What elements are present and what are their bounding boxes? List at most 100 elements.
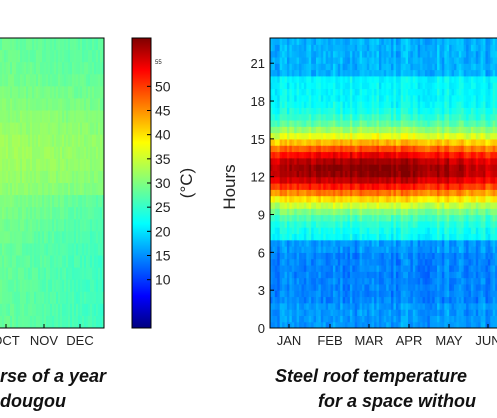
right-heatmap-cell: [444, 44, 448, 52]
left-heatmap-cell: [70, 50, 73, 63]
right-heatmap-cell: [320, 258, 324, 266]
right-heatmap-cell: [366, 94, 370, 102]
right-heatmap-cell: [345, 290, 349, 298]
right-heatmap-cell: [444, 138, 448, 146]
left-heatmap-cell: [14, 303, 17, 317]
right-heatmap-cell: [337, 321, 341, 328]
left-heatmap-cell: [68, 62, 71, 75]
left-heatmap-cell: [70, 267, 73, 281]
right-heatmap-cell: [412, 220, 416, 228]
left-heatmap-cell: [12, 315, 15, 328]
right-heatmap-cell: [451, 302, 455, 310]
right-heatmap-cell: [318, 283, 322, 291]
right-heatmap-cell: [335, 138, 339, 146]
right-heatmap-cell: [354, 195, 358, 203]
left-heatmap-cell: [56, 98, 59, 112]
right-heatmap-cell: [352, 56, 356, 64]
right-heatmap-cell: [415, 271, 419, 279]
right-heatmap-cell: [383, 252, 387, 260]
right-heatmap-cell: [364, 138, 368, 146]
left-heatmap-cell: [62, 50, 65, 63]
right-heatmap-cell: [444, 88, 448, 96]
right-heatmap-cell: [441, 176, 445, 184]
right-heatmap-cell: [386, 138, 390, 146]
right-heatmap-cell: [449, 321, 453, 328]
left-heatmap-cell: [66, 315, 69, 328]
right-heatmap-cell: [434, 75, 438, 83]
right-heatmap-cell: [420, 113, 424, 121]
left-heatmap-cell: [34, 267, 37, 281]
right-heatmap-cell: [434, 258, 438, 266]
right-heatmap-cell: [400, 283, 404, 291]
right-heatmap-cell: [354, 44, 358, 52]
left-heatmap-cell: [86, 183, 89, 196]
right-heatmap-cell: [316, 101, 320, 108]
left-heatmap-cell: [20, 62, 23, 75]
right-heatmap-cell: [349, 315, 353, 323]
right-heatmap-cell: [429, 119, 433, 127]
colorbar-tick-label: 10: [155, 272, 171, 288]
right-heatmap-cell: [429, 88, 433, 96]
right-heatmap-cell: [318, 239, 322, 247]
left-heatmap-cell: [4, 50, 7, 63]
left-heatmap-cell: [22, 50, 25, 63]
left-heatmap-cell: [80, 291, 83, 305]
right-heatmap-cell: [328, 309, 332, 316]
right-heatmap-cell: [335, 145, 339, 153]
right-heatmap-cell: [308, 50, 312, 58]
right-heatmap-cell: [323, 309, 327, 316]
right-heatmap-cell: [424, 264, 428, 272]
right-heatmap-cell: [378, 321, 382, 328]
right-heatmap-cell: [395, 252, 399, 260]
left-heatmap-cell: [96, 267, 99, 281]
right-heatmap-cell: [388, 252, 392, 260]
left-heatmap-cell: [56, 231, 59, 245]
left-heatmap-cell: [18, 74, 21, 87]
right-heatmap-cell: [296, 277, 300, 285]
right-heatmap-cell: [415, 126, 419, 134]
right-heatmap-cell: [308, 119, 312, 127]
right-heatmap-cell: [340, 107, 344, 115]
left-heatmap-cell: [88, 303, 91, 317]
right-heatmap-cell: [349, 252, 353, 260]
right-heatmap-cell: [376, 277, 380, 285]
right-heatmap-cell: [362, 264, 366, 272]
right-heatmap-cell: [303, 309, 307, 316]
right-heatmap-cell: [332, 201, 336, 209]
right-heatmap-cell: [347, 157, 351, 165]
right-heatmap-cell: [316, 138, 320, 146]
right-heatmap-cell: [386, 252, 390, 260]
right-heatmap-cell: [366, 309, 370, 316]
right-heatmap-cell: [381, 151, 385, 159]
right-heatmap-cell: [449, 126, 453, 134]
left-heatmap-cell: [52, 219, 55, 232]
right-heatmap-cell: [403, 82, 407, 90]
right-heatmap-cell: [376, 296, 380, 304]
left-heatmap-cell: [64, 291, 67, 305]
right-heatmap-cell: [393, 283, 397, 291]
right-heatmap-cell: [400, 264, 404, 272]
right-heatmap-cell: [342, 164, 346, 171]
right-heatmap-cell: [323, 145, 327, 153]
right-heatmap-cell: [364, 201, 368, 209]
right-heatmap-cell: [424, 126, 428, 134]
right-heatmap-cell: [383, 315, 387, 323]
right-heatmap-cell: [311, 176, 315, 184]
right-heatmap-cell: [270, 302, 274, 310]
right-heatmap-cell: [410, 145, 414, 153]
left-heatmap-cell: [4, 98, 7, 112]
right-heatmap-cell: [451, 252, 455, 260]
left-heatmap-cell: [78, 231, 81, 245]
right-heatmap-cell: [374, 246, 378, 253]
right-heatmap-cell: [354, 264, 358, 272]
left-heatmap-cell: [94, 122, 97, 136]
right-heatmap-cell: [332, 321, 336, 328]
right-heatmap-cell: [347, 119, 351, 127]
left-heatmap-cell: [40, 231, 43, 245]
right-heatmap-cell: [335, 119, 339, 127]
right-heatmap-cell: [369, 201, 373, 209]
right-heatmap-cell: [342, 38, 346, 45]
right-heatmap-cell: [306, 208, 310, 216]
right-heatmap-cell: [345, 164, 349, 171]
right-heatmap-cell: [318, 119, 322, 127]
